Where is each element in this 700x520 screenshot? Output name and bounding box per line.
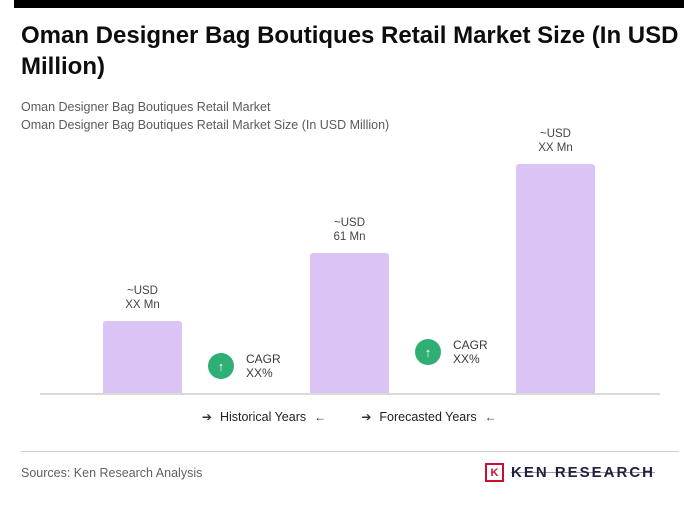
top-accent-bar	[14, 0, 684, 8]
historical-years-text: Historical Years	[219, 410, 307, 424]
cagr-badge-2: ↑ CAGR XX%	[415, 338, 488, 366]
bar-label-line2: XX Mn	[125, 299, 160, 311]
bar-historical	[103, 321, 182, 393]
historical-years-label: ➔ Historical Years ←	[179, 410, 349, 424]
bar-label-line2: XX Mn	[538, 142, 573, 154]
forecasted-years-text: Forecasted Years	[379, 410, 477, 424]
cagr-value: XX%	[246, 366, 273, 380]
bar-label-line1: ~USD	[539, 128, 571, 140]
chart-subtitle-line2: Oman Designer Bag Boutiques Retail Marke…	[21, 118, 390, 132]
bar-value-label: ~USD 61 Mn	[334, 216, 366, 244]
arrow-right-icon: ➔	[361, 410, 372, 424]
footer-divider	[21, 451, 679, 452]
arrow-left-icon: ←	[314, 410, 327, 424]
cagr-label: CAGR	[453, 338, 488, 352]
up-arrow-icon: ↑	[415, 339, 441, 365]
bar-value-label: ~USD XX Mn	[538, 127, 573, 155]
bar-label-line1: ~USD	[126, 285, 158, 297]
cagr-text: CAGR XX%	[246, 352, 281, 380]
forecasted-years-label: ➔ Forecasted Years ←	[344, 410, 514, 424]
bar-mid	[310, 253, 389, 393]
sources-text: Sources: Ken Research Analysis	[21, 466, 203, 480]
arrow-left-icon: ←	[484, 410, 497, 424]
cagr-label: CAGR	[246, 352, 281, 366]
up-arrow-icon: ↑	[208, 353, 234, 379]
bar-group-forecast: ~USD XX Mn	[516, 127, 595, 393]
ken-research-logo-text: KEN RESEARCH	[510, 464, 655, 481]
cagr-badge-1: ↑ CAGR XX%	[208, 352, 281, 380]
arrow-right-icon: ➔	[201, 410, 212, 424]
ken-research-logo-icon: K	[484, 463, 504, 482]
bar-label-line1: ~USD	[334, 217, 365, 229]
bar-chart: ~USD XX Mn ~USD 61 Mn ~USD XX Mn ↑ CAGR …	[40, 120, 660, 395]
bar-group-mid: ~USD 61 Mn	[310, 216, 389, 393]
chart-subtitles: Oman Designer Bag Boutiques Retail Marke…	[21, 98, 389, 134]
chart-subtitle-line1: Oman Designer Bag Boutiques Retail Marke…	[21, 100, 271, 114]
ken-research-logo: K KEN RESEARCH	[484, 463, 655, 482]
bar-forecast	[516, 164, 595, 393]
bar-label-line2: 61 Mn	[333, 231, 366, 243]
bar-value-label: ~USD XX Mn	[125, 284, 160, 312]
cagr-value: XX%	[453, 352, 480, 366]
cagr-text: CAGR XX%	[453, 338, 488, 366]
page-title: Oman Designer Bag Boutiques Retail Marke…	[21, 22, 679, 80]
bar-group-historical: ~USD XX Mn	[103, 284, 182, 393]
